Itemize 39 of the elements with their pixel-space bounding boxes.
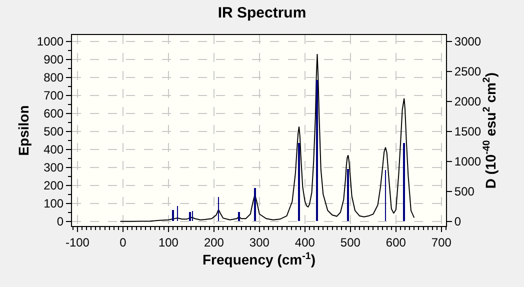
y2-tick-label: 1500 <box>454 124 482 139</box>
bar <box>189 212 191 221</box>
y-tick-label: 600 <box>44 106 64 121</box>
x-axis-title: Frequency (cm$^{-1}$) <box>202 250 316 268</box>
y-tick-label: 500 <box>44 124 64 139</box>
y2-tick-label: 500 <box>454 184 475 199</box>
x-tick-label: 300 <box>249 235 270 250</box>
x-tick-label: 100 <box>158 235 179 250</box>
y2-tick-label: 3000 <box>454 34 482 48</box>
y2-tick-label: 2000 <box>454 94 482 109</box>
y-axis-title: Epsilon <box>15 105 32 156</box>
x-tick-label: 200 <box>204 235 224 250</box>
x-tick-label: 0 <box>120 235 127 250</box>
x-tick-label: 600 <box>386 235 406 250</box>
y-tick-label: 1000 <box>36 34 64 48</box>
y-tick-label: 300 <box>44 160 64 175</box>
x-tick-label: 700 <box>431 235 452 250</box>
bar <box>316 80 318 221</box>
chart-title: IR Spectrum <box>218 4 306 22</box>
bar <box>238 212 240 221</box>
y-tick-label: 700 <box>44 88 64 103</box>
y-tick-label: 0 <box>56 214 64 229</box>
y-tick-label: 100 <box>44 196 64 211</box>
y-tick-label: 200 <box>44 178 64 193</box>
y-tick-label: 400 <box>44 142 64 157</box>
bar <box>172 210 174 221</box>
y-tick-label: 900 <box>44 52 64 66</box>
bar <box>254 188 256 221</box>
y2-tick-label: 1000 <box>454 154 482 169</box>
x-tick-label: -100 <box>65 235 90 250</box>
y-tick-label: 800 <box>44 70 64 84</box>
bar <box>347 169 349 221</box>
x-tick-label: 400 <box>294 235 316 250</box>
bar <box>403 143 405 221</box>
line-series <box>120 54 415 222</box>
bar <box>298 143 300 221</box>
y2-tick-label: 2500 <box>454 64 482 78</box>
y2-tick-label: 0 <box>454 214 462 229</box>
x-tick-label: 500 <box>340 235 361 250</box>
